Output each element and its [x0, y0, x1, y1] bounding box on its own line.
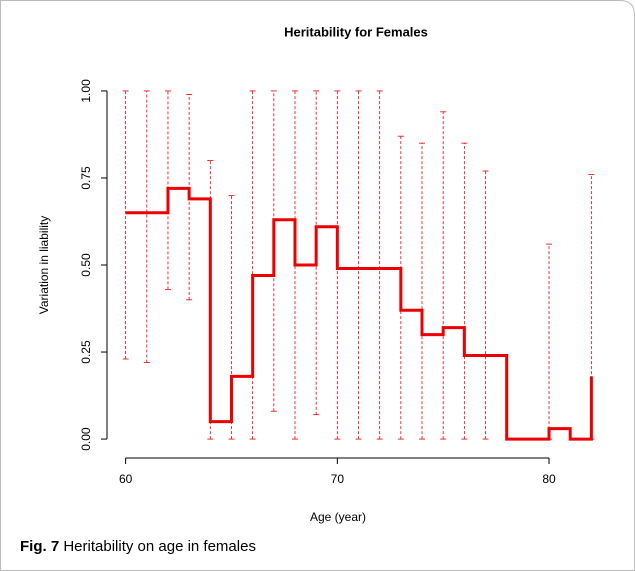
y-tick-label: 0.75 [79, 166, 93, 190]
caption-text: Heritability on age in females [63, 538, 256, 555]
x-tick-label: 60 [119, 472, 133, 486]
x-axis-label: Age (year) [310, 510, 366, 524]
y-tick-label: 0.25 [79, 340, 93, 364]
y-axis-label: Variation in liability [37, 216, 51, 315]
y-tick-label: 0.50 [79, 253, 93, 277]
chart-title: Heritability for Females [284, 24, 428, 39]
x-tick-label: 70 [331, 472, 345, 486]
y-tick-label: 0.00 [79, 427, 93, 451]
caption: Fig. 7 Heritability on age in females [20, 538, 256, 555]
x-tick-label: 80 [542, 472, 556, 486]
caption-label: Fig. 7 [20, 538, 59, 555]
y-tick-label: 1.00 [79, 79, 93, 103]
step-line [125, 186, 593, 441]
